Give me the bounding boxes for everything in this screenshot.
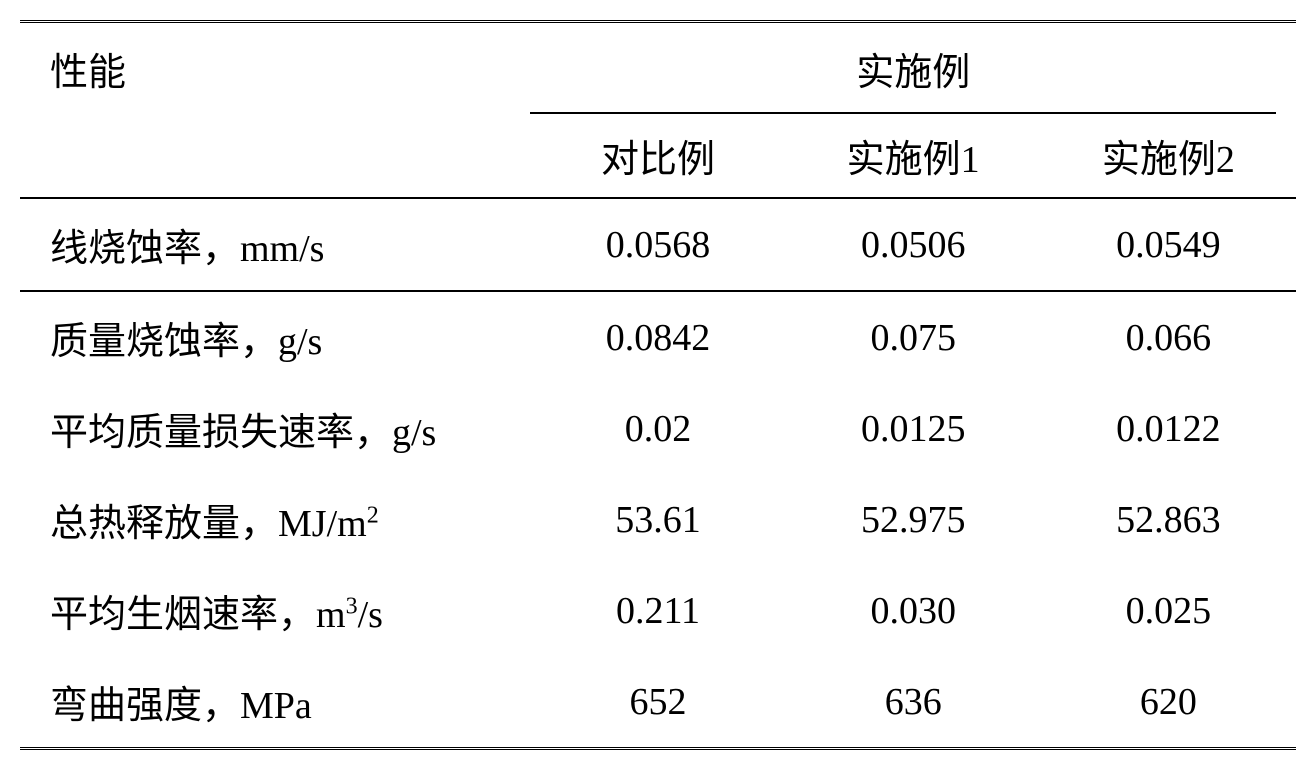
table-body: 线烧蚀率，mm/s 0.0568 0.0506 0.0549 质量烧蚀率，g/s…	[20, 198, 1296, 749]
group-header-label: 实施例	[856, 52, 970, 94]
row-value: 636	[786, 656, 1041, 749]
row-value: 0.0506	[786, 198, 1041, 291]
row-label: 线烧蚀率，mm/s	[20, 198, 530, 291]
row-label: 质量烧蚀率，g/s	[20, 291, 530, 383]
subheader-1: 实施例1	[786, 114, 1041, 198]
row-value: 0.066	[1041, 291, 1296, 383]
table-header: 性能 实施例 对比例 实施例1 实施例2	[20, 22, 1296, 199]
subheader-0: 对比例	[530, 114, 785, 198]
row-label: 平均生烟速率，m3/s	[20, 565, 530, 656]
row-value: 0.0568	[530, 198, 785, 291]
property-header: 性能	[20, 22, 530, 199]
group-header: 实施例	[530, 22, 1296, 115]
row-value: 0.02	[530, 383, 785, 474]
table-row: 平均生烟速率，m3/s 0.211 0.030 0.025	[20, 565, 1296, 656]
row-value: 0.025	[1041, 565, 1296, 656]
row-label: 总热释放量，MJ/m2	[20, 474, 530, 565]
row-value: 0.030	[786, 565, 1041, 656]
data-table: 性能 实施例 对比例 实施例1 实施例2 线烧蚀率，mm/s 0.0568 0.…	[20, 20, 1296, 750]
data-table-container: 性能 实施例 对比例 实施例1 实施例2 线烧蚀率，mm/s 0.0568 0.…	[20, 20, 1296, 750]
row-value: 0.0125	[786, 383, 1041, 474]
table-row: 平均质量损失速率，g/s 0.02 0.0125 0.0122	[20, 383, 1296, 474]
row-value: 620	[1041, 656, 1296, 749]
group-underline	[530, 112, 1276, 114]
table-row: 总热释放量，MJ/m2 53.61 52.975 52.863	[20, 474, 1296, 565]
row-value: 52.975	[786, 474, 1041, 565]
subheader-2: 实施例2	[1041, 114, 1296, 198]
row-value: 0.211	[530, 565, 785, 656]
row-value: 0.0549	[1041, 198, 1296, 291]
row-value: 0.0122	[1041, 383, 1296, 474]
table-row: 弯曲强度，MPa 652 636 620	[20, 656, 1296, 749]
row-value: 52.863	[1041, 474, 1296, 565]
header-row-1: 性能 实施例	[20, 22, 1296, 115]
row-value: 0.075	[786, 291, 1041, 383]
row-value: 652	[530, 656, 785, 749]
row-label: 弯曲强度，MPa	[20, 656, 530, 749]
row-value: 53.61	[530, 474, 785, 565]
table-row: 质量烧蚀率，g/s 0.0842 0.075 0.066	[20, 291, 1296, 383]
table-row: 线烧蚀率，mm/s 0.0568 0.0506 0.0549	[20, 198, 1296, 291]
row-value: 0.0842	[530, 291, 785, 383]
row-label: 平均质量损失速率，g/s	[20, 383, 530, 474]
